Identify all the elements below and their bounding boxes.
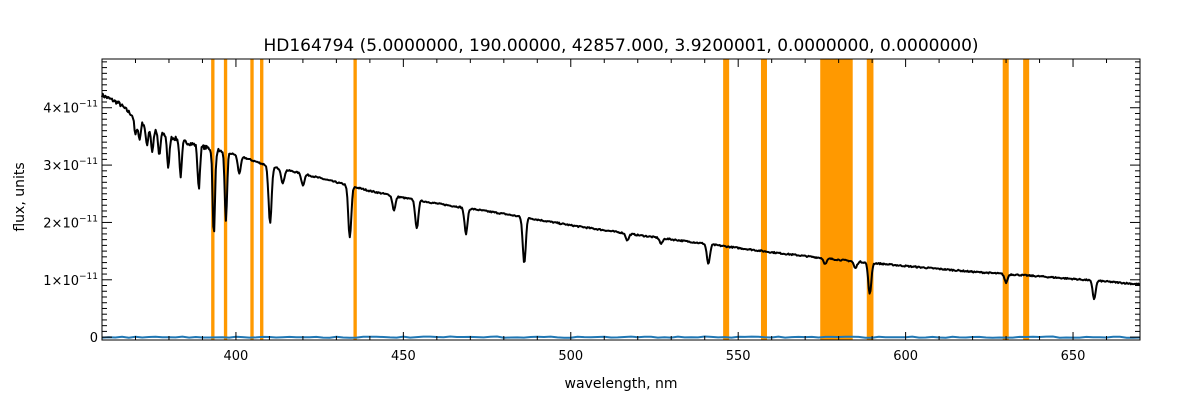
masked-region-4 (353, 59, 357, 340)
y-tick-exponent: −11 (79, 214, 98, 224)
chart-title: HD164794 (5.0000000, 190.00000, 42857.00… (263, 36, 978, 56)
masked-region-5 (723, 59, 730, 340)
y-tick-label: 3×10−11 (43, 157, 98, 174)
y-axis-label: flux, units (12, 162, 28, 231)
x-tick-label: 450 (391, 349, 416, 364)
masked-region-7 (820, 59, 853, 340)
x-tick-label: 650 (1061, 349, 1086, 364)
masked-region-6 (760, 59, 767, 340)
y-tick-label: 4×10−11 (43, 100, 98, 117)
masked-region-9 (1002, 59, 1009, 340)
y-tick-mantissa: 4×10 (43, 102, 79, 117)
baseline-line (101, 335, 1141, 339)
x-tick-label: 500 (558, 349, 583, 364)
y-tick-label: 0 (90, 331, 98, 346)
y-tick-label: 1×10−11 (43, 272, 98, 289)
y-tick-mantissa: 1×10 (43, 274, 79, 289)
y-tick-exponent: −11 (79, 272, 98, 282)
y-tick-exponent: −11 (79, 100, 98, 110)
masked-region-8 (866, 59, 874, 340)
y-tick-mantissa: 0 (90, 331, 98, 346)
y-tick-mantissa: 2×10 (43, 216, 79, 231)
masked-region-2 (250, 59, 254, 340)
series-layer (101, 92, 1141, 339)
x-tick-label: 400 (224, 349, 249, 364)
x-tick-label: 550 (726, 349, 751, 364)
x-axis-label: wavelength, nm (565, 376, 678, 392)
plot-frame (101, 58, 1141, 341)
x-tick-label: 600 (893, 349, 918, 364)
masked-region-10 (1023, 59, 1030, 340)
y-tick-mantissa: 3×10 (43, 159, 79, 174)
masked-region-3 (260, 59, 264, 340)
spectrum-line (101, 92, 1141, 301)
y-tick-exponent: −11 (79, 157, 98, 167)
y-tick-label: 2×10−11 (43, 214, 98, 231)
masked-regions (211, 59, 1030, 340)
axes: 400 450 500 550 600 65001×10−112×10−113×10−11… (43, 58, 1141, 364)
